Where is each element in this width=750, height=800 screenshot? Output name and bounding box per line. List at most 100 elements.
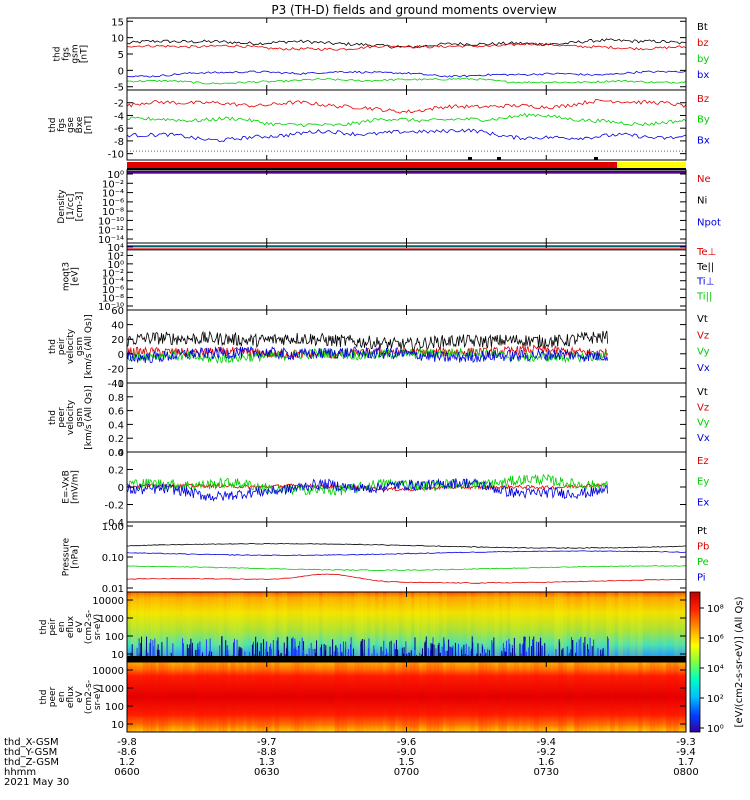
heatmap-noise	[276, 640, 278, 662]
heatmap-strip	[274, 662, 280, 732]
heatmap-strip	[474, 662, 478, 732]
heatmap-strip	[362, 592, 368, 662]
ytick-label: 0.2	[108, 466, 124, 477]
heatmap-noise	[463, 644, 465, 662]
series-Vy	[126, 347, 609, 365]
legend-Ne: Ne	[697, 174, 711, 185]
heatmap-strip	[526, 662, 531, 732]
xaxis-value: 0730	[534, 767, 559, 778]
heatmap-strip	[378, 592, 384, 662]
heatmap-noise	[540, 637, 542, 662]
colorbar-tick-label: 10⁸	[707, 604, 724, 615]
series-Pb	[126, 573, 687, 584]
heatmap-noise	[296, 649, 298, 662]
heatmap-strip	[450, 662, 455, 732]
ytick-label: 100	[105, 702, 124, 713]
heatmap-strip	[510, 592, 515, 662]
heatmap-strip	[234, 592, 240, 662]
heatmap-strip	[570, 662, 574, 732]
ytick-label: 10²	[107, 251, 124, 262]
heatmap-strip	[198, 592, 204, 662]
ytick-label: 10⁻¹⁰	[98, 216, 124, 227]
heatmap-noise	[149, 642, 151, 662]
legend-Vx: Vx	[697, 433, 710, 444]
xaxis-value: 1.7	[678, 757, 694, 768]
series-Ex	[126, 477, 609, 502]
heatmap-strip	[614, 592, 618, 662]
ylabel-line: eflux	[66, 685, 76, 708]
heatmap-noise	[435, 648, 437, 662]
heatmap-strip	[674, 662, 679, 732]
ytick-label: 10⁻⁸	[102, 207, 124, 218]
heatmap-strip	[466, 662, 470, 732]
heatmap-noise	[395, 640, 397, 662]
heatmap-strip	[482, 592, 487, 662]
heatmap-strip	[630, 662, 635, 732]
ylabel-line: gsm	[75, 408, 85, 427]
xaxis-value: -9.2	[536, 747, 556, 758]
heatmap-strip	[298, 592, 304, 662]
heatmap-noise	[301, 637, 303, 662]
ylabel-line: thd	[48, 410, 58, 425]
heatmap-noise	[255, 636, 257, 662]
heatmap-strip	[558, 592, 563, 662]
legend-Bx: Bx	[697, 135, 710, 146]
heatmap-strip	[562, 662, 567, 732]
heatmap-strip	[390, 662, 396, 732]
panel-ylabel: Pressure [nPa]	[62, 537, 81, 576]
ytick-label: 10⁻¹⁴	[98, 235, 124, 246]
heatmap-noise	[156, 649, 158, 662]
heatmap-strip	[642, 592, 647, 662]
heatmap-strip	[542, 592, 547, 662]
ylabel-line: thd	[48, 339, 58, 354]
heatmap-strip	[682, 592, 687, 662]
heatmap-noise	[209, 638, 211, 662]
panel-ylabel: Density [1/cc] [cm-3]	[57, 189, 85, 224]
heatmap-noise	[529, 636, 531, 662]
heatmap-noise	[431, 643, 433, 662]
heatmap-strip	[358, 592, 364, 662]
heatmap-noise	[583, 645, 585, 662]
xaxis-value: -9.8	[117, 737, 137, 748]
heatmap-strip	[650, 592, 655, 662]
heatmap-noise	[342, 641, 344, 662]
heatmap-strip	[254, 662, 260, 732]
heatmap-noise	[597, 648, 599, 662]
heatmap-noise	[269, 646, 271, 662]
heatmap-strip	[214, 662, 220, 732]
ytick-label: 10⁻⁶	[102, 198, 124, 209]
heatmap-strip	[390, 592, 396, 662]
heatmap-noise	[487, 649, 489, 662]
ytick-label: 0.8	[108, 393, 124, 404]
ylabel-line: peer	[48, 686, 58, 707]
heatmap-strip	[158, 662, 164, 732]
heatmap-strip	[418, 662, 422, 732]
xaxis-value: 0800	[673, 767, 698, 778]
heatmap-noise	[509, 643, 511, 662]
heatmap-noise	[403, 647, 405, 662]
series-Bz	[126, 99, 687, 114]
heatmap-noise	[533, 636, 535, 662]
heatmap-strip	[362, 662, 368, 732]
heatmap-noise	[219, 645, 221, 662]
ytick-label: 1000	[99, 614, 124, 625]
heatmap-noise	[152, 640, 154, 662]
ytick-label: 10⁰	[107, 170, 124, 181]
heatmap-strip	[138, 592, 144, 662]
heatmap-noise	[294, 638, 296, 662]
colorbar-label: [eV/(cm2-s-sr-eV)] (All Qs)	[734, 596, 745, 727]
heatmap-noise	[189, 644, 191, 662]
heatmap-strip	[138, 662, 144, 732]
ytick-label: 10⁴	[107, 243, 124, 254]
ytick-label: 0.4	[108, 448, 124, 459]
heatmap-noise	[580, 636, 582, 662]
heatmap-noise	[523, 637, 525, 662]
heatmap-noise	[140, 643, 142, 662]
heatmap-strip	[582, 662, 587, 732]
heatmap-strip	[538, 662, 543, 732]
heatmap-strip	[386, 592, 392, 662]
heatmap-strip	[182, 592, 188, 662]
xaxis-row-label: hhmm	[4, 767, 36, 778]
heatmap-strip	[402, 592, 407, 662]
heatmap-strip	[634, 662, 638, 732]
